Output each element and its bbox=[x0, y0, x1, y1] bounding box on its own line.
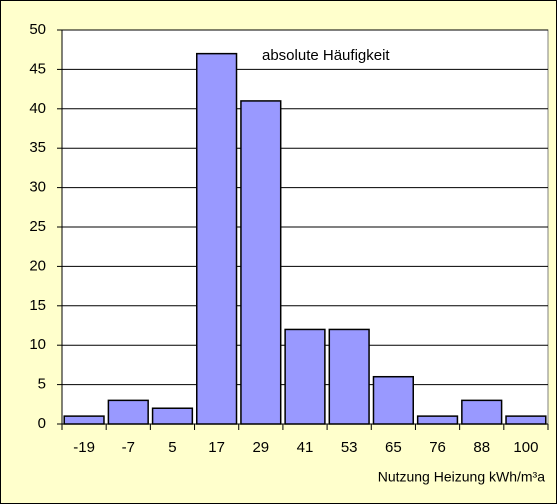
y-tick-label: 30 bbox=[29, 179, 46, 196]
x-tick-label: 88 bbox=[473, 439, 490, 456]
x-tick-label: 65 bbox=[385, 439, 402, 456]
y-tick-label: 40 bbox=[29, 100, 46, 117]
bar bbox=[107, 399, 149, 425]
bar bbox=[416, 415, 459, 425]
bar bbox=[63, 415, 105, 425]
y-tick-label: 35 bbox=[29, 139, 46, 156]
x-tick-label: -19 bbox=[73, 439, 95, 456]
bar bbox=[196, 52, 238, 425]
y-tick-label: 50 bbox=[29, 21, 46, 38]
x-tick-label: 17 bbox=[208, 439, 225, 456]
bar bbox=[151, 407, 194, 425]
bar bbox=[372, 375, 414, 425]
x-tick-label: 100 bbox=[513, 439, 538, 456]
y-tick-label: 0 bbox=[38, 415, 46, 432]
y-tick-label: 20 bbox=[29, 257, 46, 274]
bar bbox=[284, 328, 326, 425]
y-tick-label: 15 bbox=[29, 297, 46, 314]
bar bbox=[461, 399, 503, 425]
x-tick-label: 53 bbox=[341, 439, 358, 456]
annotation: absolute Häufigkeit bbox=[262, 47, 390, 64]
y-tick-label: 10 bbox=[29, 336, 46, 353]
x-axis-label: Nutzung Heizung kWh/m³a bbox=[378, 469, 546, 485]
bar bbox=[240, 100, 282, 425]
x-tick-label: 41 bbox=[297, 439, 314, 456]
x-tick-label: -7 bbox=[122, 439, 135, 456]
y-tick-label: 5 bbox=[38, 376, 46, 393]
x-tick-label: 5 bbox=[168, 439, 176, 456]
y-tick-label: 25 bbox=[29, 218, 46, 235]
x-tick-label: 29 bbox=[252, 439, 269, 456]
bar bbox=[328, 328, 370, 425]
x-tick-label: 76 bbox=[429, 439, 446, 456]
y-tick-label: 45 bbox=[29, 60, 46, 77]
bar bbox=[505, 415, 547, 425]
